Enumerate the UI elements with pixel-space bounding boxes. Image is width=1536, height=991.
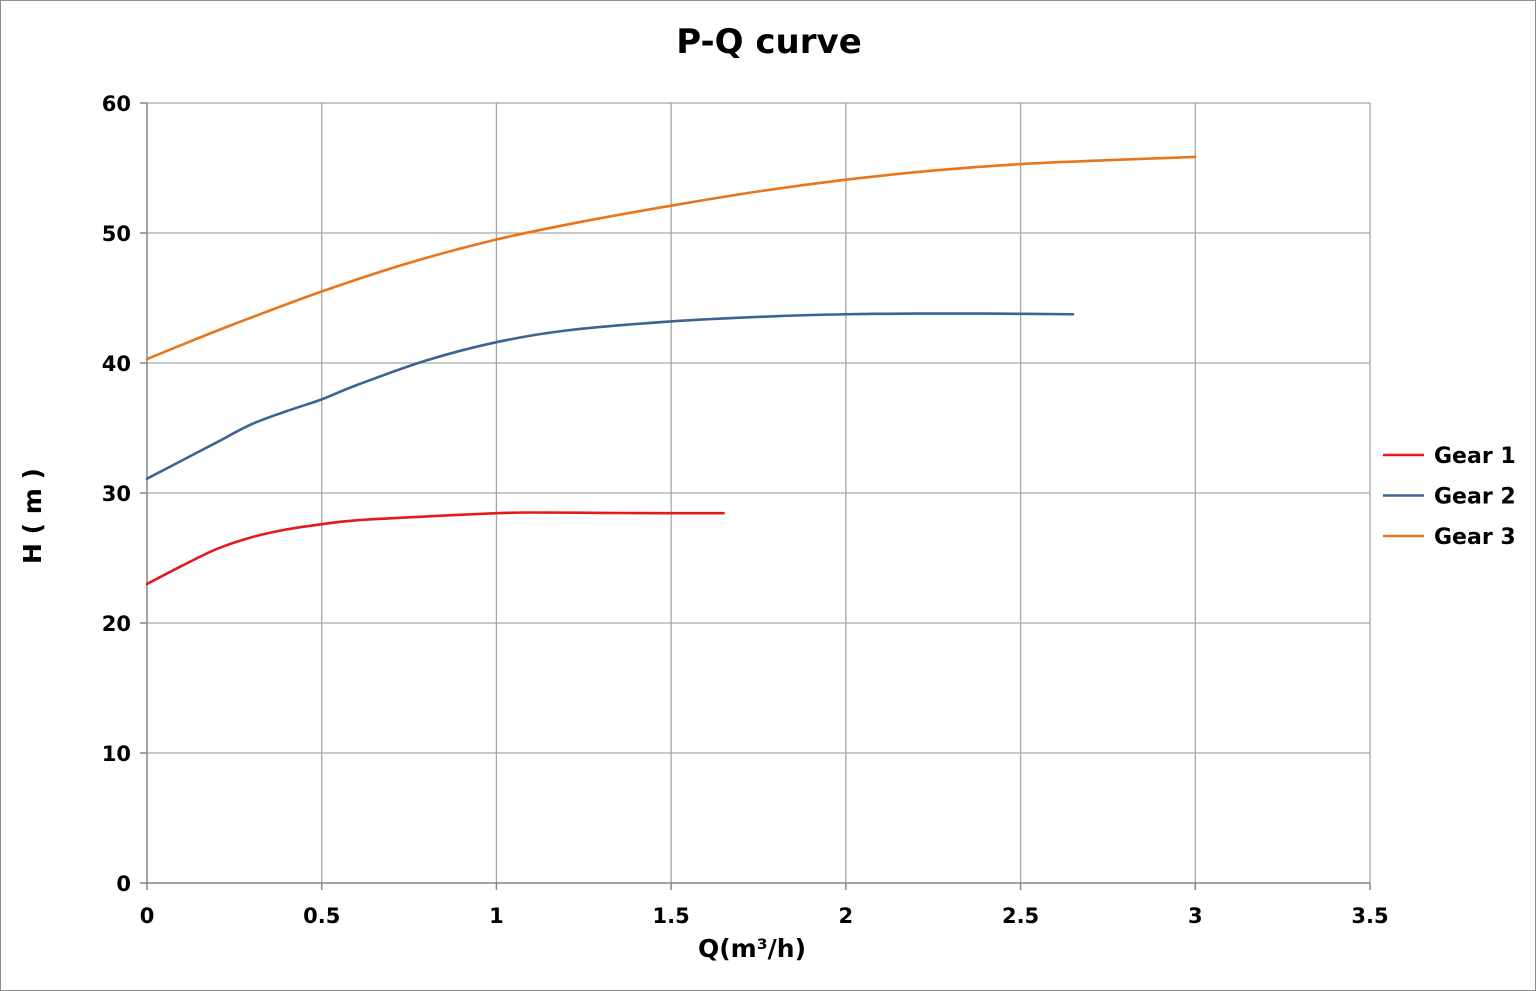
y-tick-labels: 0 10 20 30 40 50 60 [102,92,131,896]
legend-label: Gear 3 [1434,525,1516,550]
y-tick-label: 20 [102,612,131,636]
x-axis-label: Q(m³/h) [698,934,806,963]
series-lines [145,155,1197,586]
x-tick-label: 1 [489,904,504,928]
legend-item-gear-1: Gear 1 [1383,444,1516,469]
gridlines [147,102,1371,883]
y-tick-label: 60 [102,92,131,116]
x-tick-label: 0.5 [303,904,340,928]
series-line-gear-2 [145,312,1075,480]
series-line-gear-1 [145,511,725,586]
x-tick-label: 1.5 [653,904,690,928]
y-tick-label: 50 [102,222,131,246]
legend-item-gear-3: Gear 3 [1383,525,1516,550]
y-tick-label: 40 [102,352,131,376]
x-tick-labels: 0 0.5 1 1.5 2 2.5 3 3.5 [140,904,1389,928]
x-tick-label: 2 [839,904,854,928]
legend: Gear 1 Gear 2 Gear 3 [1383,444,1516,550]
x-tick-label: 2.5 [1002,904,1039,928]
y-axis-label: H ( m ) [18,468,47,564]
x-tick-label: 3.5 [1351,904,1388,928]
axes [140,102,1371,890]
legend-label: Gear 2 [1434,485,1516,510]
y-tick-label: 30 [102,482,131,506]
x-tick-label: 0 [140,904,155,928]
x-tick-label: 3 [1188,904,1203,928]
chart-title: P-Q curve [676,22,862,62]
legend-label: Gear 1 [1434,444,1516,469]
y-tick-label: 0 [116,872,131,896]
legend-item-gear-2: Gear 2 [1383,485,1516,510]
y-tick-label: 10 [102,742,131,766]
series-line-gear-3 [145,155,1197,361]
